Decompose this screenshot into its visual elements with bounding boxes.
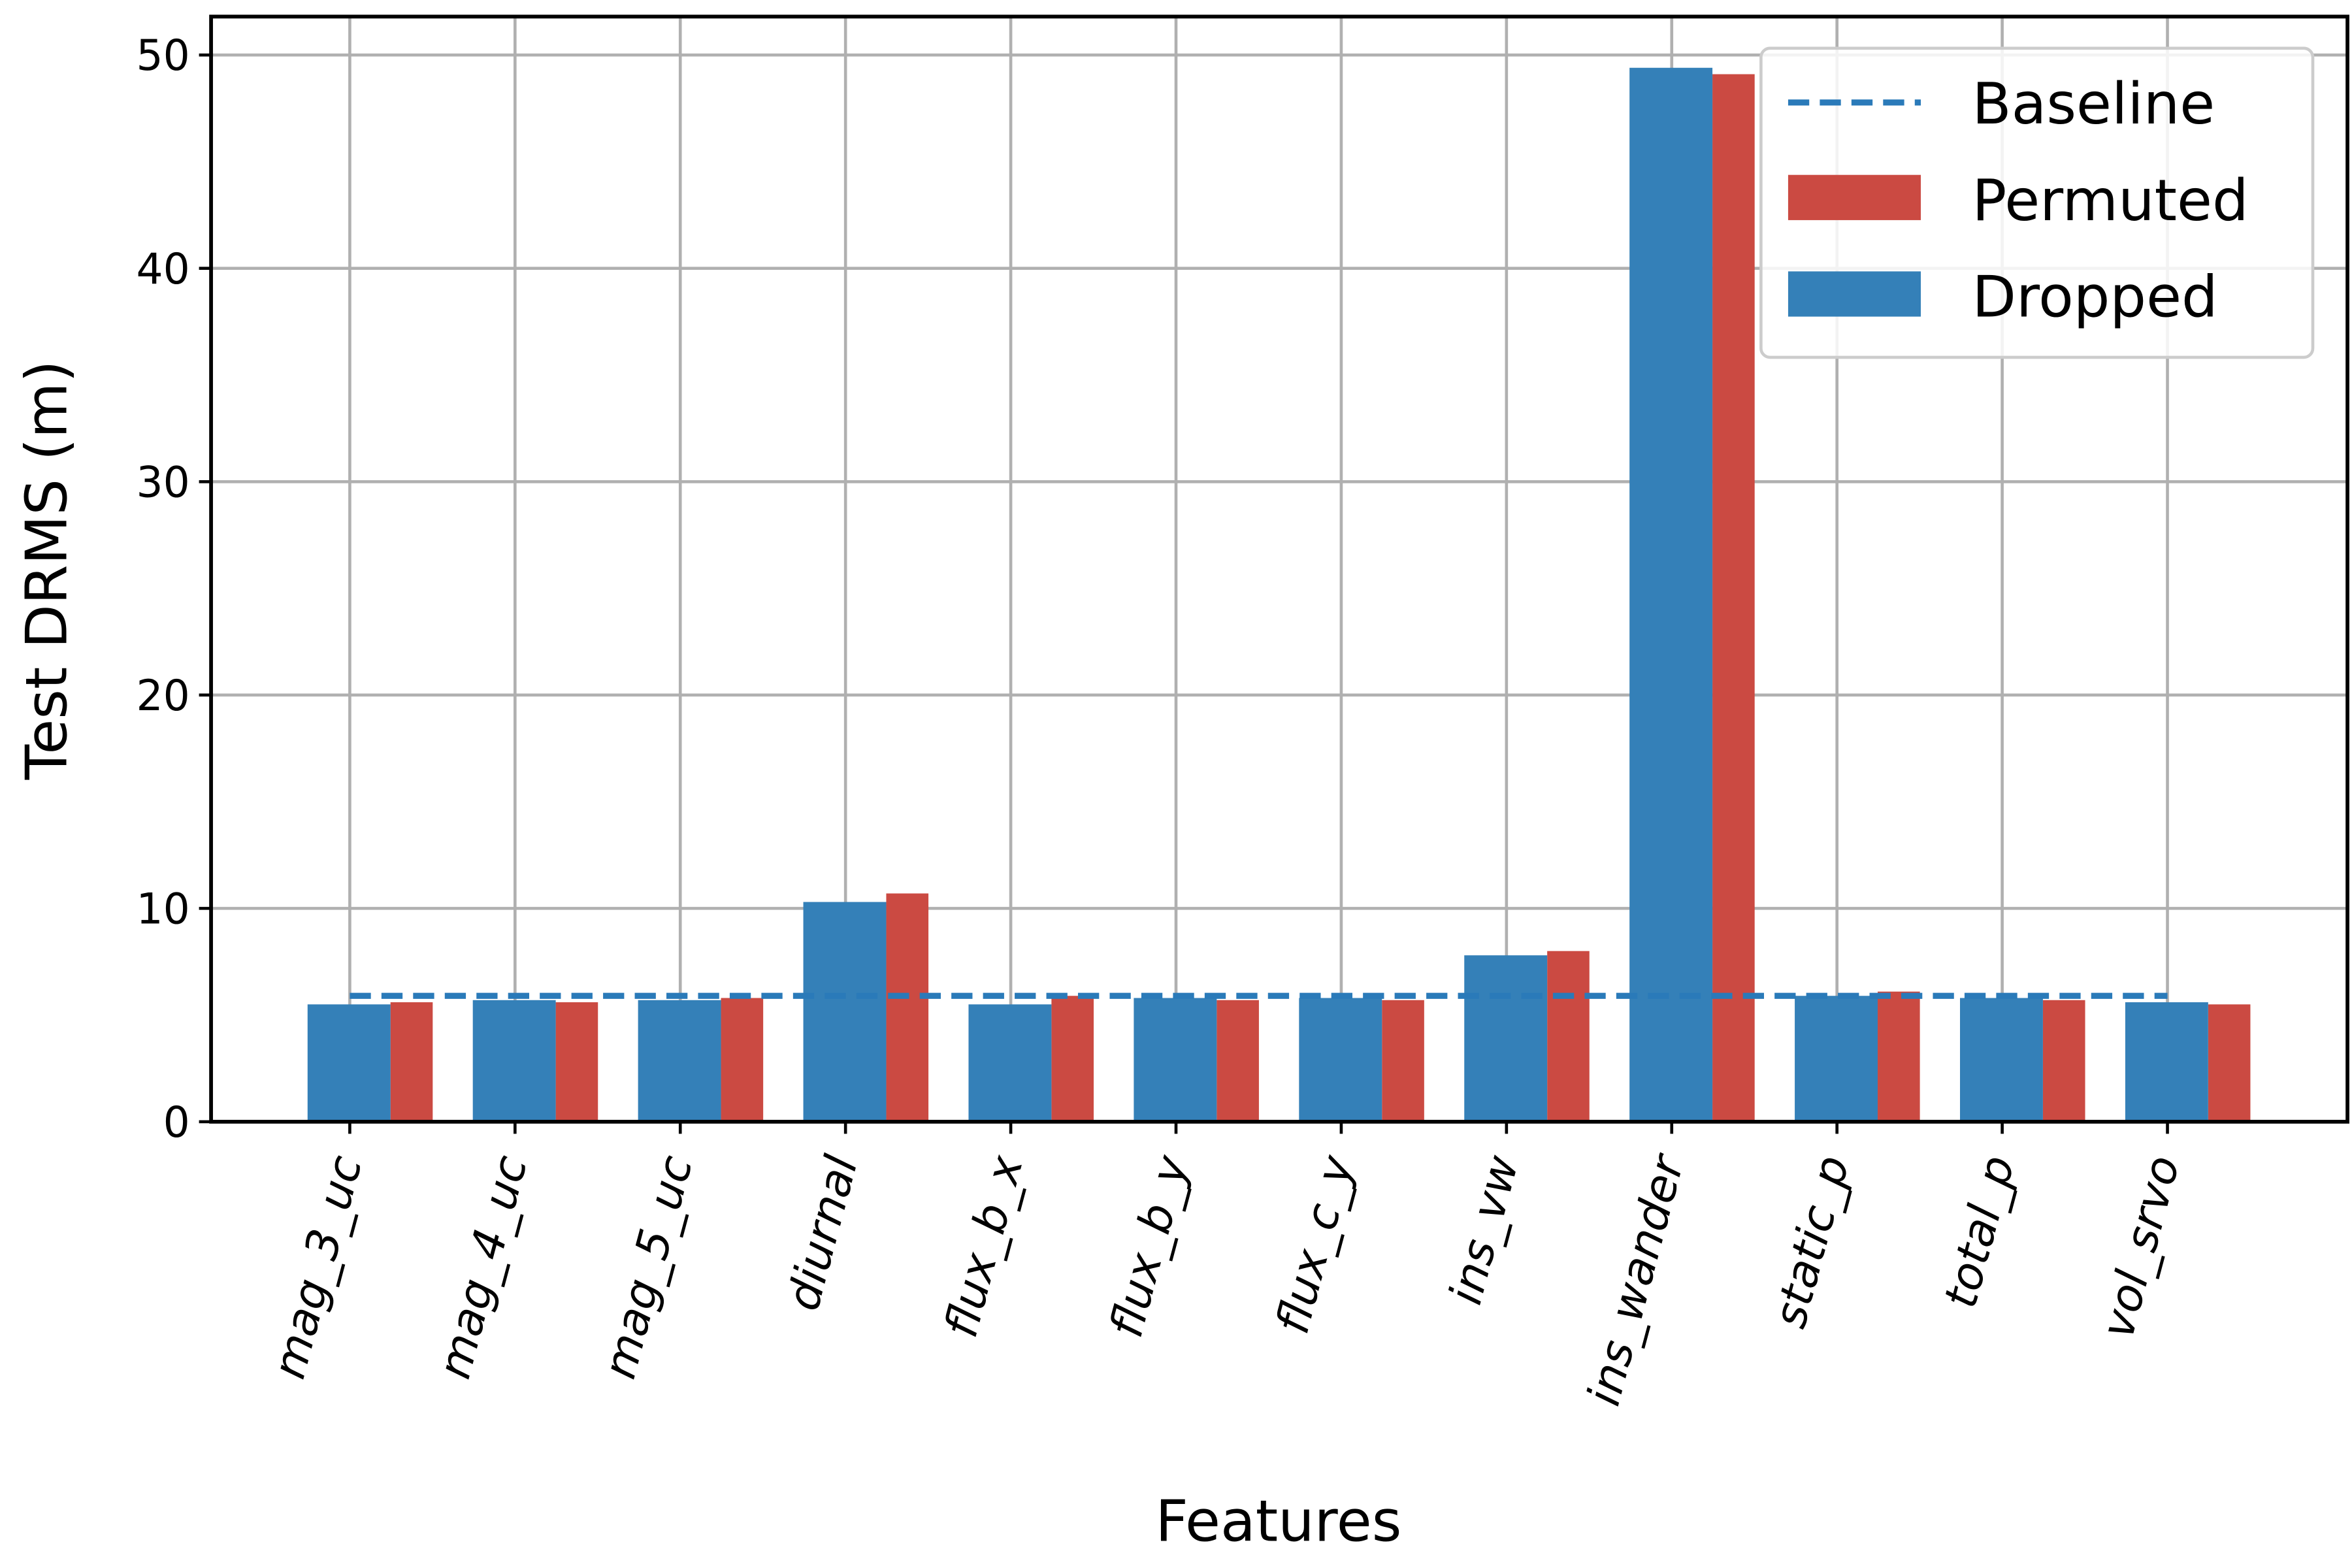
legend-label: Dropped	[1972, 264, 2217, 331]
bar	[1051, 996, 1094, 1122]
legend-swatch	[1788, 174, 1921, 220]
x-tick-label: ins_wander	[1578, 1147, 1695, 1411]
bar	[1547, 951, 1590, 1122]
legend-label: Baseline	[1972, 71, 2215, 137]
x-tick-label: flux_b_y	[1100, 1150, 1199, 1343]
y-tick-label: 40	[137, 245, 190, 294]
x-tick-label: mag_3_uc	[263, 1151, 373, 1384]
bar	[390, 1002, 433, 1122]
bar	[2042, 1000, 2085, 1122]
bar	[1299, 998, 1382, 1122]
y-tick-label: 10	[137, 885, 190, 934]
x-tick-label: static_p	[1764, 1151, 1860, 1333]
plot-frame	[209, 14, 2349, 1124]
x-axis-label: Features	[1155, 1488, 1401, 1554]
bar	[555, 1002, 598, 1122]
x-tick-label: flux_b_x	[935, 1150, 1034, 1343]
y-tick-label: 0	[163, 1098, 190, 1147]
bar	[721, 998, 764, 1122]
bar	[2208, 1004, 2251, 1122]
bar	[1712, 74, 1755, 1122]
y-axis-label: Test DRMS (m)	[14, 360, 80, 780]
bar	[803, 902, 887, 1122]
x-tick-label: vol_srvo	[2091, 1151, 2190, 1344]
legend-swatch	[1788, 271, 1921, 317]
bar	[638, 1000, 721, 1122]
y-tick-label: 50	[137, 31, 190, 80]
bar	[968, 1004, 1052, 1122]
x-tick-label: flux_c_y	[1267, 1150, 1364, 1339]
legend-label: Permuted	[1972, 167, 2248, 234]
bar	[1795, 996, 1878, 1122]
x-tick-label: mag_5_uc	[594, 1151, 704, 1384]
bar	[1960, 998, 2043, 1122]
bar	[1382, 1000, 1424, 1122]
x-tick-label: total_p	[1935, 1151, 2025, 1313]
bar	[307, 1004, 391, 1122]
x-tick-label: mag_4_uc	[429, 1151, 538, 1384]
bar	[1134, 998, 1217, 1122]
bar	[472, 1000, 556, 1122]
bar	[1217, 1000, 1259, 1122]
y-tick-label: 20	[137, 672, 190, 721]
x-tick-label: ins_vw	[1440, 1150, 1529, 1310]
y-tick-label: 30	[137, 458, 190, 507]
bar	[1878, 991, 1920, 1122]
bar	[2125, 1002, 2208, 1122]
bar	[1464, 955, 1548, 1122]
bar	[886, 893, 929, 1122]
bar	[1629, 67, 1713, 1122]
x-tick-label: diurnal	[777, 1151, 868, 1316]
